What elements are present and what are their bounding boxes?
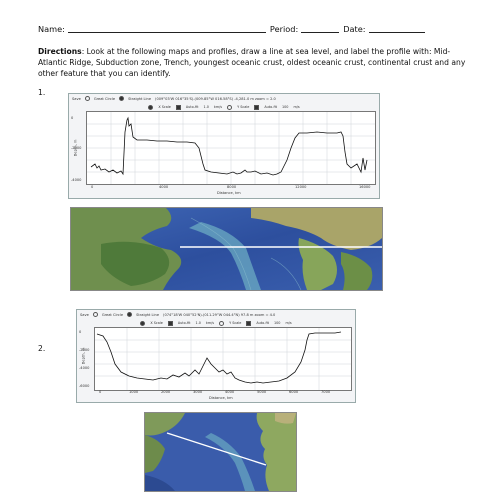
y-tick-1-1: -2000: [71, 146, 82, 150]
great-circle-radio[interactable]: [92, 312, 98, 317]
profile-line-2: [96, 331, 342, 384]
profile-line-1: [90, 116, 368, 176]
vert-sep-label: km/s: [205, 321, 215, 325]
profile-graph-2: [95, 328, 351, 390]
coords-readout: (074°18'W 040°52'N)-(011.29°W 044.4°N) 9…: [163, 312, 276, 317]
profile-toolbar-1: Save Great Circle Straight Line (009°03'…: [69, 94, 379, 103]
x-tick-1-3: 12000: [295, 185, 307, 189]
x-axis-label-1: Distance, km: [217, 191, 241, 195]
y-value: 100: [281, 105, 289, 109]
profile-plot-1: [86, 111, 376, 185]
vert-sep-label: km/s: [213, 105, 223, 109]
x-tick-2-6: 6000: [289, 390, 299, 394]
ocean-map-graphic-2: [145, 413, 296, 491]
profile-panel-1: Save Great Circle Straight Line (009°03'…: [68, 93, 380, 199]
x-tick-2-3: 3000: [193, 390, 203, 394]
auto-fit-x-checkbox[interactable]: [175, 104, 181, 110]
name-blank[interactable]: [67, 24, 266, 33]
period-label: Period:: [269, 24, 299, 34]
save-button[interactable]: Save: [72, 96, 81, 101]
x-tick-2-7: 7000: [321, 390, 331, 394]
ocean-map-1: [70, 207, 383, 291]
item-number-2: 2.: [38, 344, 46, 353]
x-tick-2-1: 1000: [129, 390, 139, 394]
ocean-map-2: [144, 412, 297, 492]
worksheet-header: Name: Period: Date:: [38, 24, 458, 34]
y-value: 100: [273, 321, 281, 325]
directions: Directions: Look at the following maps a…: [38, 46, 468, 79]
x-scale-label: X Scale: [150, 321, 163, 325]
x-tick-1-0: 0: [91, 185, 94, 189]
profile-graph-1: [87, 112, 375, 184]
great-circle-label: Great Circle: [93, 96, 116, 101]
date-label: Date:: [343, 24, 366, 34]
directions-label: Directions: [38, 47, 82, 56]
straight-line-label: Straight Line: [136, 312, 160, 317]
units-label: m/s: [285, 321, 292, 325]
auto-fit-x-label: Auto-fit: [185, 105, 199, 109]
auto-fit-y-label: Auto-fit: [264, 105, 277, 109]
profile-transect-line-2: [166, 432, 267, 466]
profile-plot-2: [94, 327, 352, 391]
great-circle-radio[interactable]: [84, 96, 90, 101]
y-scale-radio[interactable]: [219, 320, 225, 326]
profile-toolbar-2: Save Great Circle Straight Line (074°18'…: [77, 310, 355, 319]
x-tick-2-2: 2000: [161, 390, 171, 394]
scale-toolbar-1: X Scale Auto-fit 1.0 km/s Y Scale Auto-f…: [69, 103, 379, 111]
scale-toolbar-2: X Scale Auto-fit 1.0 km/s Y Scale Auto-f…: [77, 319, 355, 327]
x-scale-radio[interactable]: [148, 104, 154, 110]
y-scale-label: Y Scale: [237, 105, 250, 109]
y-tick-2-2: -4000: [79, 366, 90, 370]
y-tick-2-3: -6000: [79, 384, 90, 388]
y-tick-1-0: 0: [71, 116, 74, 120]
auto-fit-y-label: Auto-fit: [256, 321, 269, 325]
x-tick-1-1: 4000: [159, 185, 169, 189]
directions-text: : Look at the following maps and profile…: [38, 47, 466, 78]
x-tick-2-4: 4000: [225, 390, 235, 394]
great-circle-label: Great Circle: [101, 312, 124, 317]
date-blank[interactable]: [368, 24, 425, 33]
x-tick-2-5: 5000: [257, 390, 267, 394]
y-scale-label: Y Scale: [229, 321, 242, 325]
x-axis-label-2: Distance, km: [209, 396, 233, 400]
x-tick-1-4: 16000: [359, 185, 371, 189]
auto-fit-y-checkbox[interactable]: [254, 104, 260, 110]
x-tick-2-0: 0: [99, 390, 102, 394]
x-value: 1.0: [203, 105, 209, 109]
y-tick-2-1: -2000: [79, 348, 90, 352]
y-scale-radio[interactable]: [227, 104, 233, 110]
y-tick-1-2: -4000: [71, 178, 82, 182]
period-blank[interactable]: [301, 24, 340, 33]
auto-fit-y-checkbox[interactable]: [246, 320, 252, 326]
save-button[interactable]: Save: [80, 312, 89, 317]
item-number-1: 1.: [38, 88, 46, 97]
name-label: Name:: [38, 24, 65, 34]
straight-line-radio[interactable]: [127, 312, 133, 317]
ocean-map-graphic-1: [71, 208, 382, 290]
x-tick-1-2: 8000: [227, 185, 237, 189]
units-label: m/s: [293, 105, 300, 109]
auto-fit-x-checkbox[interactable]: [167, 320, 173, 326]
straight-line-label: Straight Line: [128, 96, 152, 101]
x-scale-radio[interactable]: [140, 320, 146, 326]
x-scale-label: X Scale: [158, 105, 171, 109]
x-value: 1.0: [195, 321, 201, 325]
y-tick-2-0: 0: [79, 330, 82, 334]
auto-fit-x-label: Auto-fit: [177, 321, 191, 325]
straight-line-radio[interactable]: [119, 96, 125, 101]
coords-readout: (009°03'W 016°35'S)-(009.85°W 016.58°S) …: [155, 96, 276, 101]
profile-panel-2: Save Great Circle Straight Line (074°18'…: [76, 309, 356, 403]
